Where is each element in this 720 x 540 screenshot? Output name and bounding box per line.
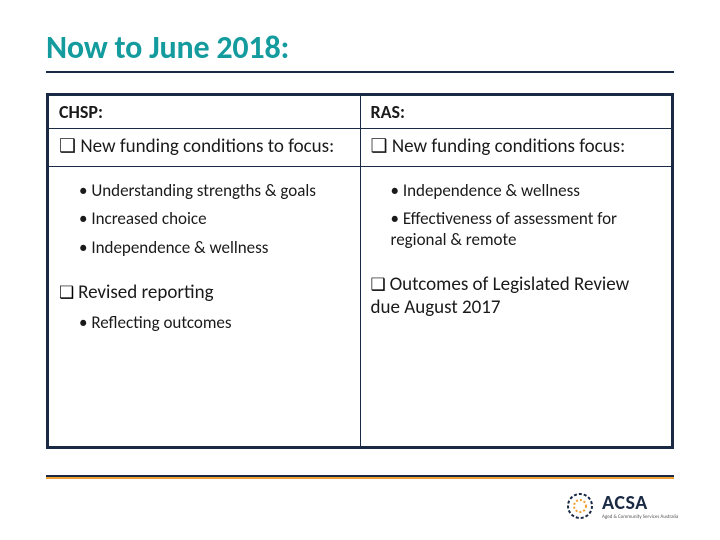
logo-icon (564, 490, 596, 522)
chsp-bullets-2: Reflecting outcomes (79, 313, 350, 333)
chsp-focus: ❑ New funding conditions to focus: (59, 135, 334, 158)
logo-text: ACSA Aged & Community Services Australia (602, 493, 678, 520)
logo-subtext: Aged & Community Services Australia (602, 515, 678, 520)
chsp-bullets-1: Understanding strengths & goals Increase… (79, 181, 350, 258)
list-item: Independence & wellness (79, 238, 350, 258)
list-item: Reflecting outcomes (79, 313, 350, 333)
comparison-table: CHSP: RAS: ❑ New funding conditions to f… (46, 93, 674, 449)
acsa-logo: ACSA Aged & Community Services Australia (564, 486, 674, 526)
ras-body-cell: Independence & wellness Effectiveness of… (360, 167, 672, 447)
ras-bullets-1: Independence & wellness Effectiveness of… (391, 181, 662, 250)
col-header-chsp: CHSP: (59, 101, 103, 123)
list-item: Understanding strengths & goals (79, 181, 350, 201)
ras-focus: ❑ New funding conditions focus: (371, 135, 626, 158)
footer-divider (46, 475, 674, 478)
ras-q2: Outcomes of Legislated Review due August… (371, 274, 662, 320)
chsp-body-cell: Understanding strengths & goals Increase… (49, 167, 361, 447)
table-header-row: CHSP: RAS: (49, 96, 672, 129)
col-header-ras: RAS: (371, 101, 406, 123)
table-body-row: Understanding strengths & goals Increase… (49, 167, 672, 447)
list-item: Increased choice (79, 209, 350, 229)
chsp-q2: Revised reporting (59, 282, 350, 305)
logo-acronym: ACSA (602, 493, 678, 513)
table-focus-row: ❑ New funding conditions to focus: ❑ New… (49, 129, 672, 167)
slide-title: Now to June 2018: (46, 28, 674, 73)
list-item: Independence & wellness (391, 181, 662, 201)
list-item: Effectiveness of assessment for regional… (391, 209, 662, 250)
slide: Now to June 2018: CHSP: RAS: ❑ New fundi… (0, 0, 720, 540)
